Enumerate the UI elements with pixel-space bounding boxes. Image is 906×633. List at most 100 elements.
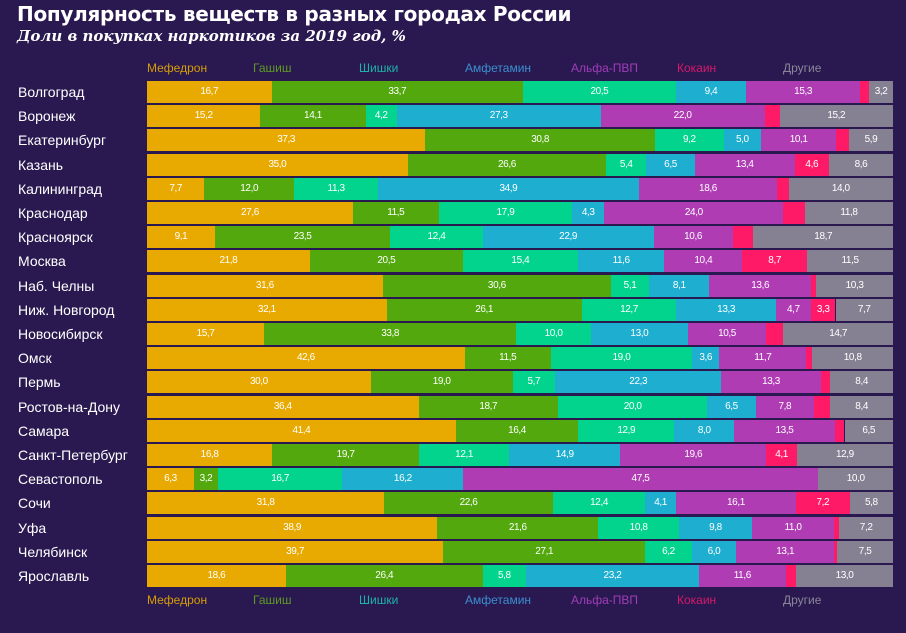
legend-item: Мефедрон: [147, 61, 208, 75]
bar-segment: 14,7: [783, 323, 893, 345]
bar-segment: 19,7: [272, 444, 419, 466]
bar-segment: 10,1: [760, 129, 837, 152]
bar-segment: 7,2: [839, 516, 893, 539]
category-label: Калининград: [18, 180, 103, 197]
bar-segment: [820, 371, 831, 394]
bar-segment: 7,7: [835, 298, 893, 321]
bar-segment: [783, 202, 805, 224]
bar-segment: 16,8: [147, 444, 273, 466]
bar-segment: 5,8: [482, 565, 526, 587]
legend-bottom: Мефедрон Гашиш Шишки Амфетамин Альфа-ПВП Кока…: [147, 593, 906, 609]
bar-segment: [766, 323, 784, 345]
bar-segment: 21,6: [437, 516, 599, 539]
bar-segment: 20,5: [522, 81, 676, 103]
legend-item: Амфетамин: [465, 593, 532, 607]
bar-segment: 7,5: [837, 540, 893, 563]
bar-segment: 9,1: [147, 226, 215, 249]
bar-segment: 12,7: [581, 298, 677, 321]
bar-segment: 23,2: [525, 565, 700, 587]
bar-segment: 39,7: [147, 540, 444, 563]
legend-item: Гашиш: [253, 593, 292, 607]
bar-segment: 8,0: [674, 419, 735, 442]
legend-item: Мефедрон: [147, 593, 208, 607]
category-label: Ярославль: [18, 568, 90, 584]
legend-item: Альфа-ПВП: [571, 593, 639, 607]
bar-segment: 8,4: [830, 371, 893, 394]
bar-segment: 30,0: [147, 371, 371, 394]
bar-segment: 10,4: [664, 250, 743, 273]
category-label: Воронеж: [18, 108, 76, 125]
bar-segment: 15,7: [147, 323, 265, 345]
bar-segment: 11,5: [807, 250, 893, 273]
bar-segment: 11,6: [577, 250, 665, 273]
legend-top: Мефедрон Гашиш Шишки Амфетамин Альфа-ПВП Кока…: [147, 61, 906, 77]
bar-segment: 18,7: [753, 226, 893, 249]
bar-segment: [817, 468, 819, 491]
bar-segment: [836, 129, 849, 152]
bar-segment: 22,6: [384, 492, 553, 515]
bar-segment: 18,6: [638, 177, 778, 200]
bar-segment: 20,0: [558, 395, 708, 418]
bar-segment: 10,3: [816, 274, 893, 297]
bar-segment: 35,0: [147, 153, 408, 176]
bar-segment: 11,3: [293, 177, 379, 200]
category-label: Сочи: [18, 495, 51, 512]
bar-segment: 15,2: [779, 105, 893, 128]
category-label: Краснодар: [18, 205, 88, 221]
bar-segment: 47,5: [463, 468, 818, 491]
bar-segment: 5,4: [606, 153, 647, 176]
bar-segment: 3,3: [810, 298, 836, 321]
bar-segment: 22,0: [600, 105, 765, 128]
category-label: Волгоград: [18, 84, 85, 100]
bar-segment: 12,9: [796, 444, 893, 466]
bar-segment: 37,3: [147, 129, 426, 152]
category-label: Новосибирск: [18, 326, 103, 342]
bar-segment: 14,1: [260, 105, 366, 128]
bar-segment: 14,9: [509, 444, 621, 466]
category-label: Красноярск: [18, 229, 93, 246]
category-label: Екатеринбург: [18, 132, 107, 149]
category-label: Омск: [18, 350, 52, 367]
bar-segment: 9,8: [678, 516, 752, 539]
bar-segment: 36,4: [147, 395, 419, 418]
bar-segment: 6,5: [844, 419, 893, 442]
bar-segment: 11,5: [464, 347, 551, 370]
bar-segment: 11,7: [719, 347, 807, 370]
bar-segment: 5,0: [723, 129, 761, 152]
category-label: Санкт-Петербург: [18, 447, 128, 463]
bar-segment: 7,2: [796, 492, 850, 515]
bar-segment: 13,1: [736, 540, 835, 563]
legend-item: Амфетамин: [465, 61, 532, 75]
bar-segment: [810, 274, 817, 297]
bar-segment: 13,6: [709, 274, 811, 297]
bar-segment: 6,3: [147, 468, 194, 491]
bar-segment: 13,4: [694, 153, 795, 176]
bar-segment: 26,4: [285, 565, 483, 587]
bar-segment: 12,0: [204, 177, 294, 200]
bar-segment: 22,9: [482, 226, 654, 249]
bar-segment: 4,2: [365, 105, 397, 128]
bar-segment: 16,2: [342, 468, 464, 491]
bar-segment: 32,1: [147, 298, 387, 321]
bar-segment: [785, 565, 796, 587]
bar-segment: 42,6: [147, 347, 465, 370]
category-label: Ниж. Новгород: [18, 301, 115, 318]
bar-segment: 13,3: [721, 371, 821, 394]
legend-item: Шишки: [359, 61, 399, 75]
bar-segment: [834, 540, 838, 563]
legend-item: Другие: [783, 593, 822, 607]
legend-item: Другие: [783, 61, 822, 75]
category-label: Пермь: [18, 374, 61, 391]
bar-segment: 5,9: [848, 129, 893, 152]
bar-segment: 11,5: [352, 202, 439, 224]
bar-segment: 4,7: [775, 298, 811, 321]
bar-segment: 11,8: [804, 202, 893, 224]
bar-segment: 7,7: [147, 177, 205, 200]
bar-segment: 4,3: [572, 202, 605, 224]
legend-item: Гашиш: [253, 61, 292, 75]
bar-segment: 38,9: [147, 516, 438, 539]
category-label: Самара: [18, 422, 70, 439]
bar-segment: 16,4: [455, 419, 579, 442]
chart-title: Популярность веществ в разных городах Ро…: [17, 2, 572, 26]
bar-segment: 31,6: [147, 274, 383, 297]
